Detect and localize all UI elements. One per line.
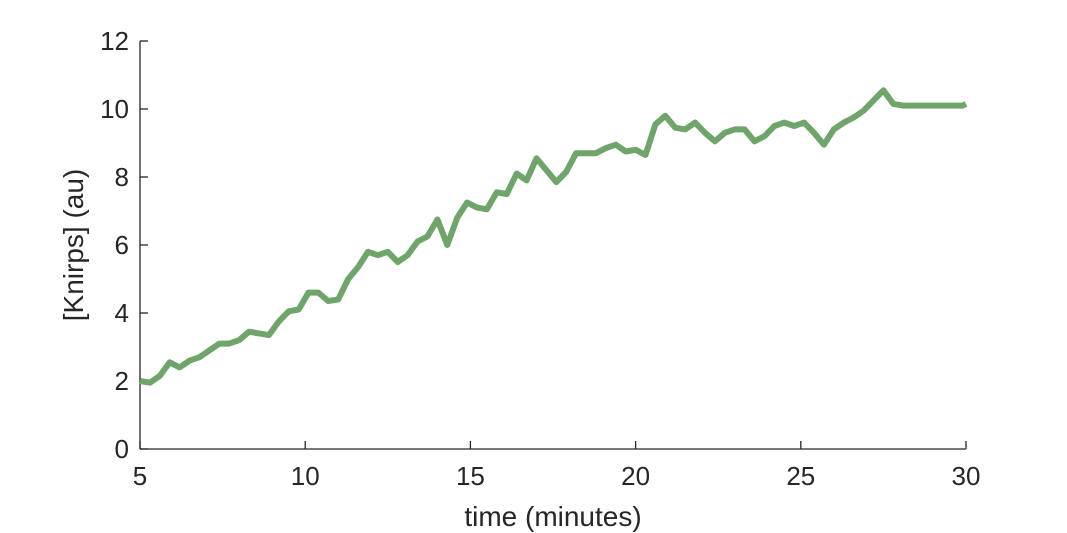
y-tick-label: 2 — [115, 366, 129, 396]
y-tick-label: 0 — [115, 434, 129, 464]
x-tick-label: 25 — [786, 461, 815, 491]
x-tick-label: 10 — [291, 461, 320, 491]
y-axis-title: [Knirps] (au) — [58, 169, 89, 322]
y-tick-label: 8 — [115, 162, 129, 192]
series-layer — [139, 87, 968, 386]
x-tick-label: 15 — [456, 461, 485, 491]
x-tick-label: 30 — [952, 461, 981, 491]
series-line-1 — [139, 87, 968, 386]
y-tick-label: 6 — [115, 230, 129, 260]
axes: 5 10 15 20 25 30 0 2 4 6 8 10 12 — [100, 26, 980, 491]
x-axis-title: time (minutes) — [464, 501, 641, 532]
y-tick-label: 4 — [115, 298, 129, 328]
y-tick-label: 12 — [100, 26, 129, 56]
x-tick-label: 5 — [133, 461, 147, 491]
x-tick-label: 20 — [621, 461, 650, 491]
y-tick-label: 10 — [100, 94, 129, 124]
